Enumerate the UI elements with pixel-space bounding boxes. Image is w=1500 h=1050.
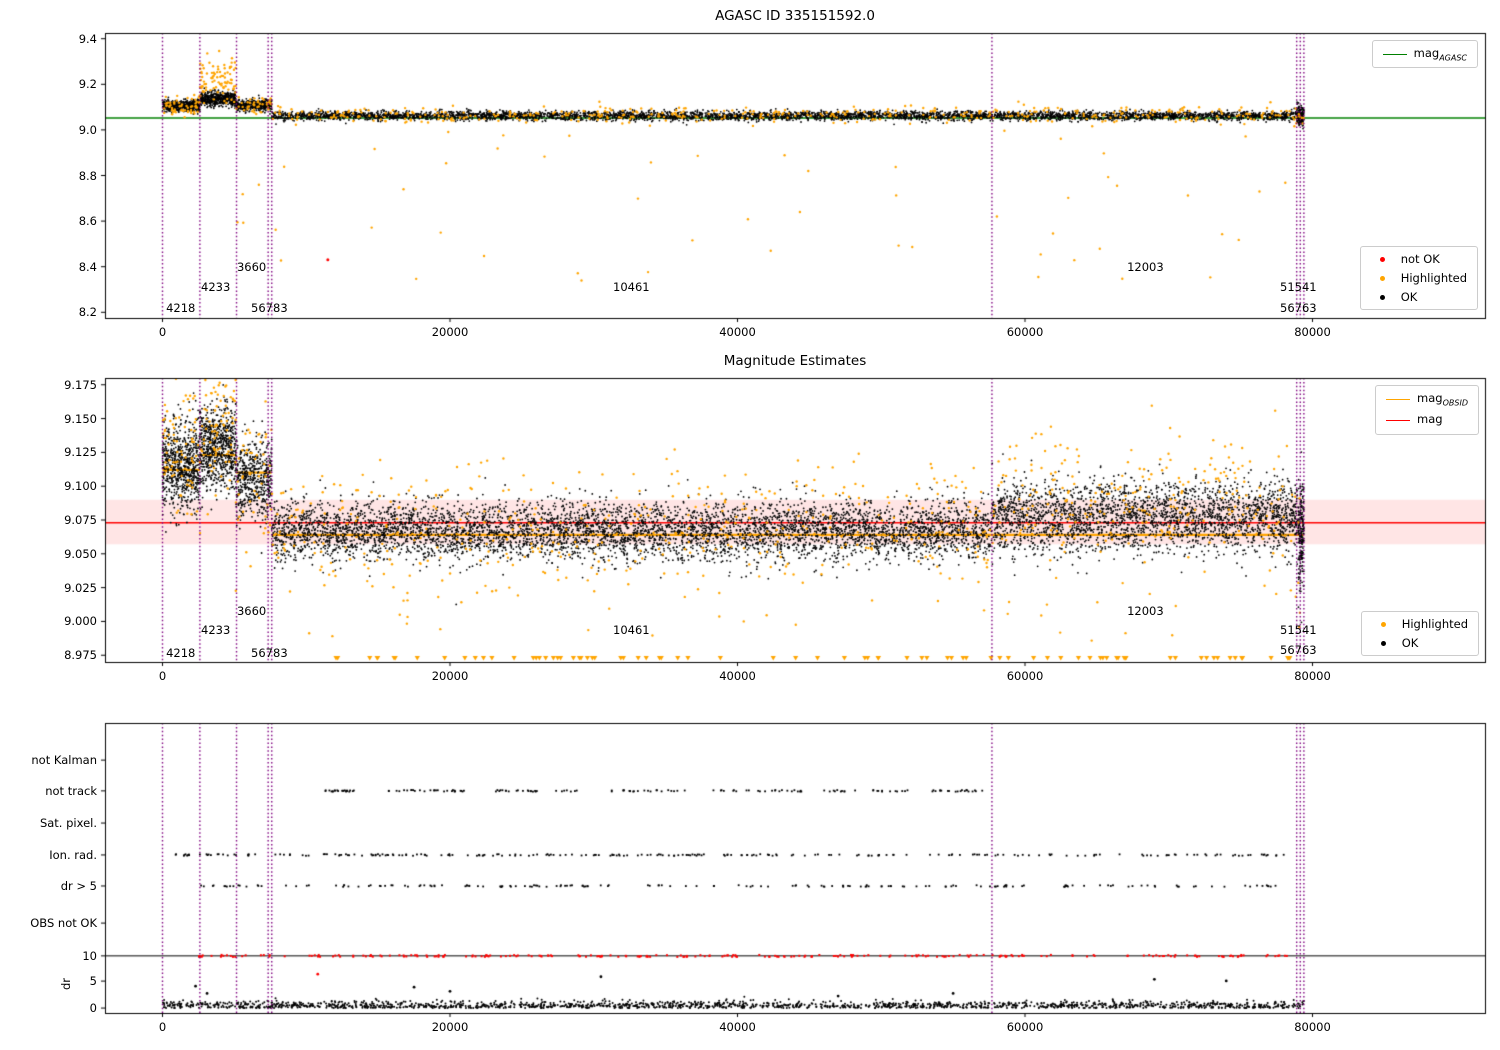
legend-label-mag-obsid: magOBSID: [1417, 391, 1468, 407]
ok-marker: [1381, 641, 1386, 646]
legend-entry-ok: OK: [1371, 290, 1467, 304]
legend-label-ok: OK: [1401, 290, 1418, 304]
legend-label-mag-agasc: magAGASC: [1414, 46, 1467, 62]
mag-obsid-line-swatch: [1386, 399, 1410, 400]
mag-agasc-line-swatch: [1383, 54, 1407, 55]
legend-entry-ok-mid: OK: [1372, 636, 1468, 650]
not-ok-marker: [1380, 257, 1385, 262]
highlighted-marker: [1381, 622, 1386, 627]
legend-label-mag: mag: [1417, 412, 1443, 428]
legend-entry-highlighted: Highlighted: [1371, 271, 1467, 285]
legend-entry-not-ok: not OK: [1371, 252, 1467, 266]
mag-line-swatch: [1386, 420, 1410, 421]
legend-entry-mag-agasc: magAGASC: [1383, 46, 1467, 62]
legend-mag-agasc: magAGASC: [1372, 40, 1478, 68]
legend-label-ok-mid: OK: [1402, 636, 1419, 650]
agasc-magnitude-figure: 0200004000060000800009.49.29.08.88.68.48…: [0, 0, 1500, 1050]
legend-label-highlighted: Highlighted: [1401, 271, 1467, 285]
legend-point-types-middle: Highlighted OK: [1361, 611, 1479, 656]
legend-entry-mag-obsid: magOBSID: [1386, 391, 1468, 407]
legend-entry-highlighted-mid: Highlighted: [1372, 617, 1468, 631]
highlighted-marker: [1380, 276, 1385, 281]
figure-canvas: [0, 0, 1500, 1050]
legend-label-highlighted-mid: Highlighted: [1402, 617, 1468, 631]
legend-mag-lines: magOBSID mag: [1375, 385, 1479, 435]
legend-entry-mag: mag: [1386, 412, 1468, 428]
ok-marker: [1380, 295, 1385, 300]
legend-label-not-ok: not OK: [1401, 252, 1440, 266]
legend-point-types-top: not OK Highlighted OK: [1360, 246, 1478, 310]
